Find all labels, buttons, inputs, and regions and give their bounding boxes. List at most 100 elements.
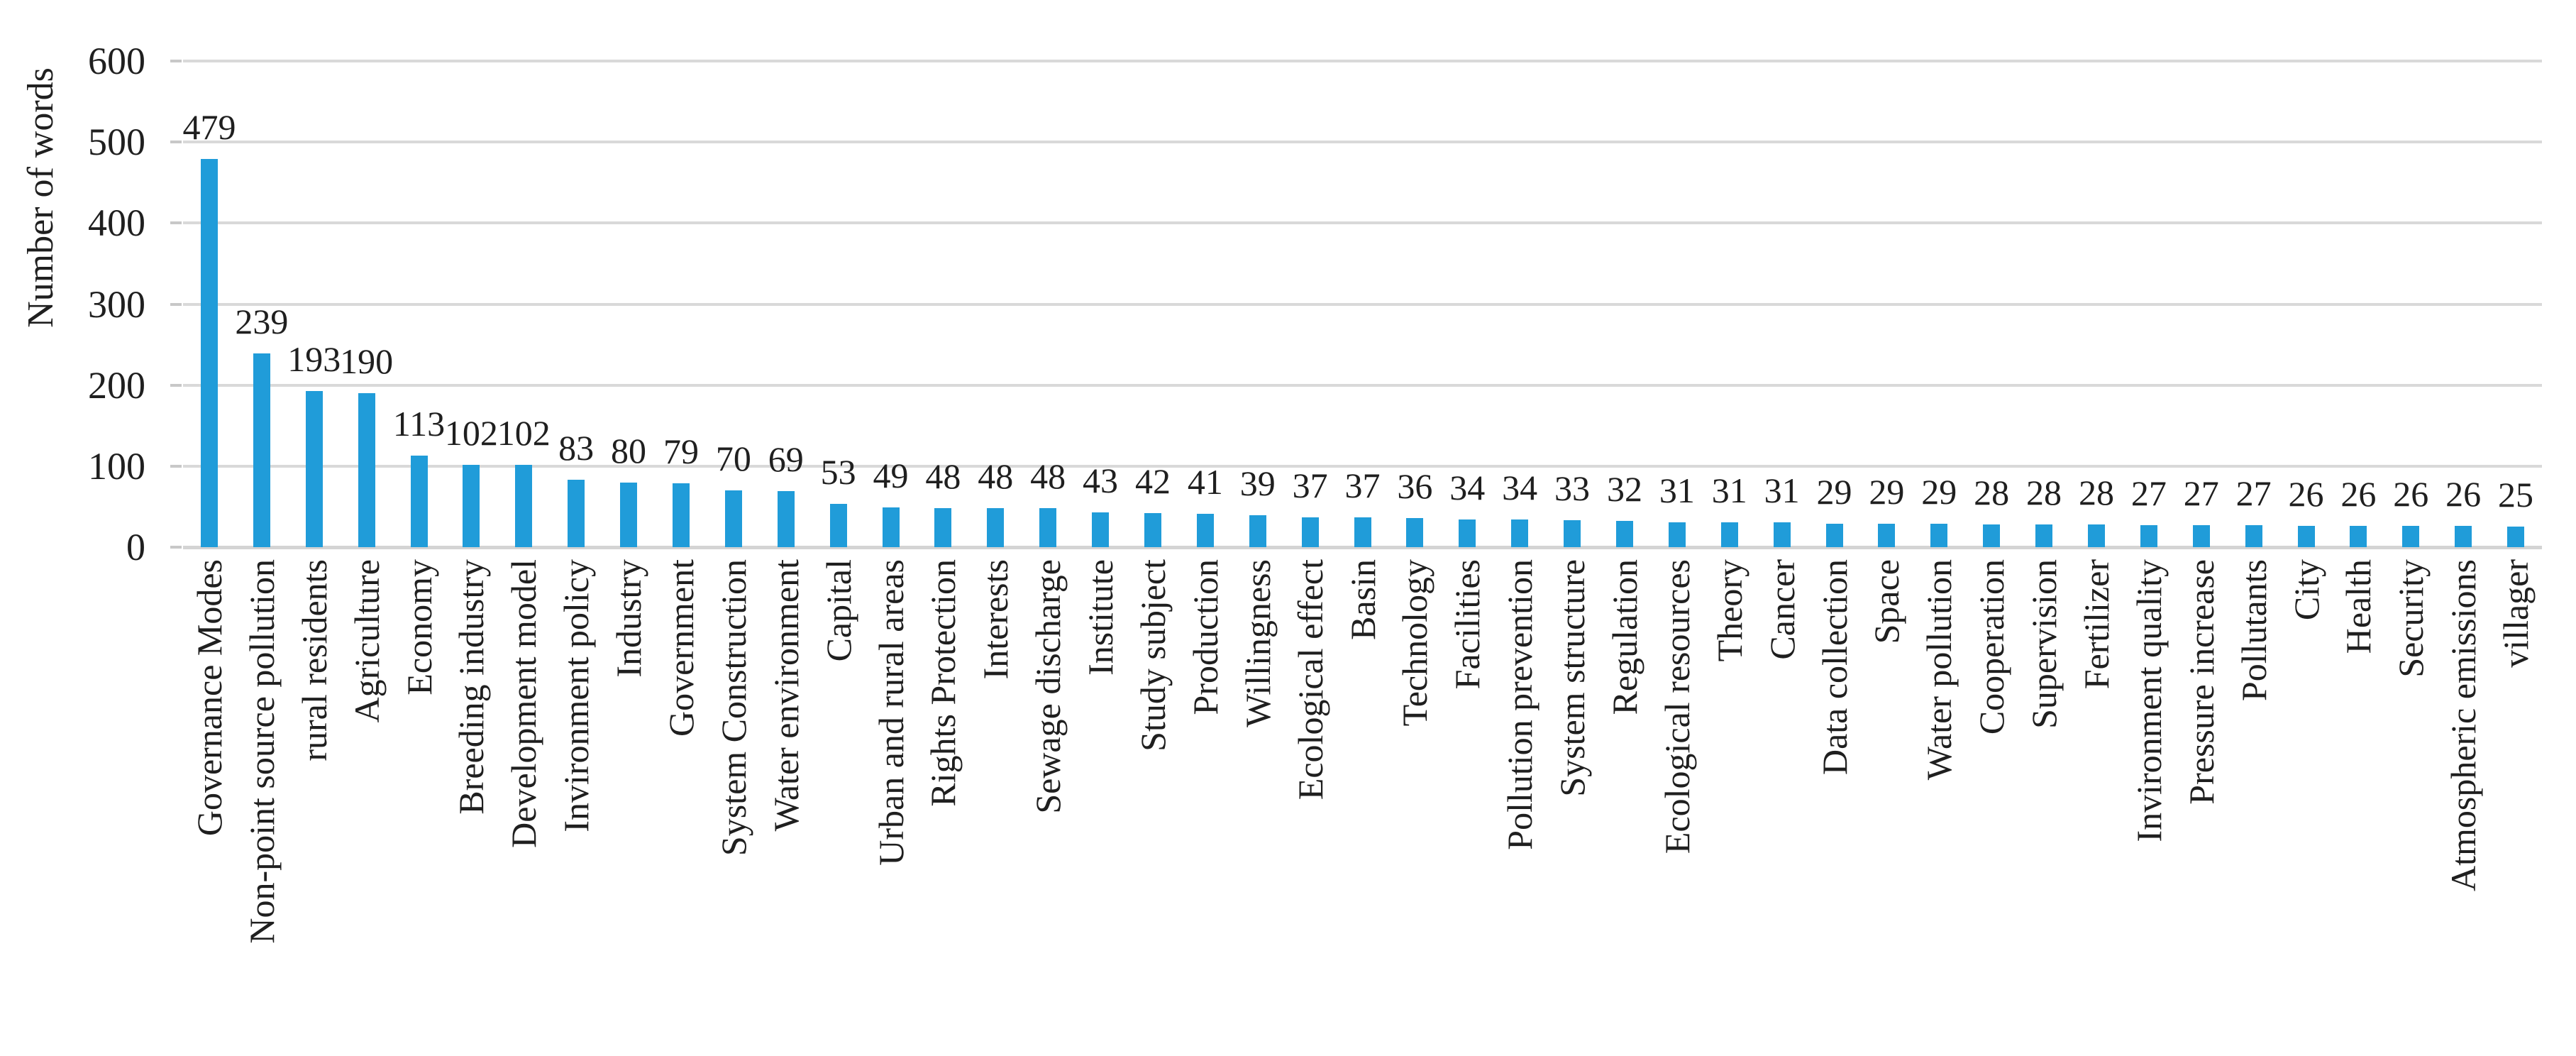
bar-value-label: 48 xyxy=(1030,456,1066,497)
y-axis-tick-mark xyxy=(170,546,182,549)
bar-value-label: 27 xyxy=(2235,473,2272,514)
bar-value-label: 29 xyxy=(1816,471,1852,512)
y-axis-tick-mark xyxy=(170,60,182,62)
bar xyxy=(1511,519,1529,547)
bar xyxy=(1301,517,1319,547)
category-label: Ecological effect xyxy=(1290,559,1330,801)
bar xyxy=(253,353,270,547)
bar-value-label: 26 xyxy=(2393,474,2429,515)
bar-value-label: 80 xyxy=(611,430,647,471)
category-label: villager xyxy=(2496,559,2536,668)
bar xyxy=(1668,522,1686,547)
y-axis-tick-mark xyxy=(170,141,182,144)
bar xyxy=(987,508,1005,547)
bar-chart: Number of words 0 100 200 300 400 500 600 479 Go… xyxy=(21,40,2542,944)
category-label: Invironment policy xyxy=(556,559,597,832)
bar xyxy=(2035,524,2053,547)
bar-value-label: 31 xyxy=(1711,470,1747,510)
y-axis-tick-mark xyxy=(170,383,182,387)
bar xyxy=(1983,524,2001,547)
bar xyxy=(463,464,480,547)
bar xyxy=(2455,526,2472,547)
y-axis-tick-label: 600 xyxy=(88,40,145,82)
gridline xyxy=(183,383,2542,387)
bar-value-label: 37 xyxy=(1292,465,1328,505)
category-label: Supervision xyxy=(2024,559,2064,729)
bar-value-label: 70 xyxy=(715,439,751,479)
bar-value-label: 239 xyxy=(235,302,289,342)
bar-value-label: 53 xyxy=(820,452,856,493)
x-axis-line xyxy=(183,546,2542,549)
bar-value-label: 49 xyxy=(873,456,909,496)
bar xyxy=(882,507,900,547)
bar-value-label: 26 xyxy=(2445,474,2482,515)
category-label: City xyxy=(2286,559,2326,621)
bar-value-label: 37 xyxy=(1344,465,1381,505)
category-label: Technology xyxy=(1395,559,1435,727)
bar-value-label: 29 xyxy=(1921,471,1957,512)
y-axis-tick-label: 200 xyxy=(88,363,145,407)
bar xyxy=(1039,508,1057,547)
bar xyxy=(2245,525,2262,547)
bar-value-label: 26 xyxy=(2340,474,2377,515)
category-label: Ecological resources xyxy=(1657,559,1697,854)
bar xyxy=(515,464,533,547)
category-label: Data collection xyxy=(1814,559,1854,776)
bar xyxy=(934,508,952,547)
bar-value-label: 43 xyxy=(1083,460,1119,500)
category-label: Governance Modes xyxy=(189,559,229,837)
bar xyxy=(2087,524,2105,547)
bar xyxy=(305,390,323,547)
bar xyxy=(2350,526,2367,547)
bar xyxy=(1825,523,1843,547)
gridline xyxy=(183,302,2542,306)
category-label: Regulation xyxy=(1604,559,1644,715)
category-label: Cancer xyxy=(1762,559,1802,660)
category-label: Facilities xyxy=(1447,559,1488,690)
category-label: Invironment quality xyxy=(2128,559,2169,842)
y-axis-tick-label: 100 xyxy=(88,444,145,488)
bar-value-label: 39 xyxy=(1239,463,1276,504)
bar-value-label: 79 xyxy=(663,431,699,471)
bar xyxy=(1459,519,1476,547)
bar-value-label: 29 xyxy=(1869,471,1905,512)
category-label: Development model xyxy=(504,559,544,848)
y-axis-tick-mark xyxy=(170,302,182,306)
category-label: Capital xyxy=(818,559,858,662)
category-label: Fertilizer xyxy=(2076,559,2116,690)
bar-value-label: 48 xyxy=(925,456,961,497)
y-axis-tick-mark xyxy=(170,221,182,225)
bar-value-label: 113 xyxy=(392,403,446,444)
category-label: Interests xyxy=(975,559,1016,680)
bar xyxy=(1249,515,1266,547)
category-label: Pollutants xyxy=(2233,559,2274,702)
bar-value-label: 31 xyxy=(1659,470,1695,510)
bar xyxy=(568,480,585,547)
bar-value-label: 31 xyxy=(1764,470,1800,510)
bar xyxy=(1354,517,1371,547)
bar xyxy=(2297,526,2315,547)
y-axis-tick-mark xyxy=(170,464,182,468)
gridline xyxy=(183,60,2542,62)
bar xyxy=(2507,527,2525,547)
bar-value-label: 193 xyxy=(287,339,341,379)
bar-value-label: 190 xyxy=(340,341,394,382)
bar xyxy=(410,455,428,547)
bar-value-label: 27 xyxy=(2183,473,2219,514)
gridline xyxy=(183,221,2542,225)
category-label: Atmospheric emissions xyxy=(2443,559,2484,892)
category-label: Health xyxy=(2338,559,2379,654)
bar-value-label: 28 xyxy=(2026,473,2062,513)
bar-value-label: 69 xyxy=(768,439,804,480)
category-label: Government xyxy=(660,559,701,737)
category-label: Urban and rural areas xyxy=(870,559,911,866)
category-label: Non-point source pollution xyxy=(241,559,282,944)
bar xyxy=(1196,514,1214,547)
category-label: System Construction xyxy=(713,559,753,857)
bar-value-label: 32 xyxy=(1606,469,1642,510)
bar xyxy=(1878,523,1896,547)
category-label: Pollution prevention xyxy=(1500,559,1540,850)
category-label: Security xyxy=(2391,559,2431,678)
gridline xyxy=(183,141,2542,144)
category-label: Willingness xyxy=(1237,559,1278,727)
